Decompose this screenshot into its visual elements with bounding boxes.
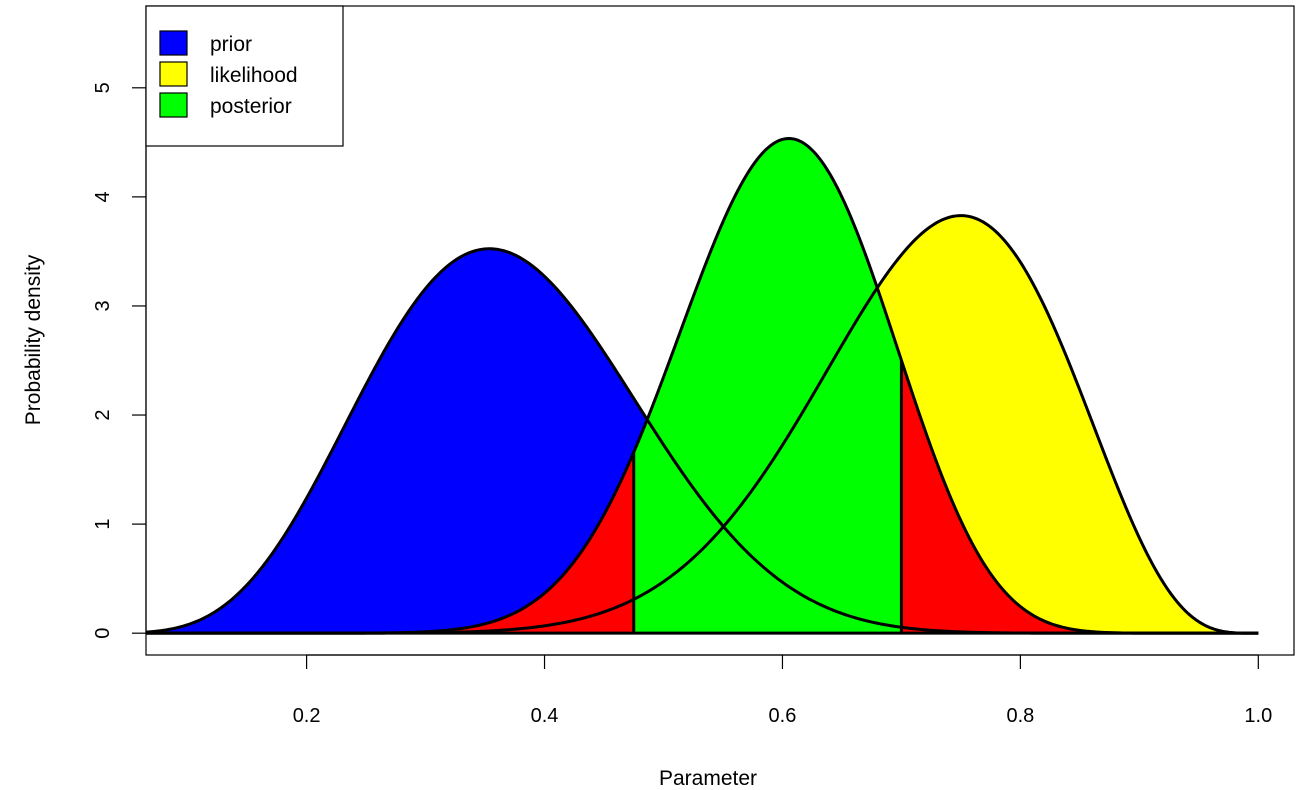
legend-label-posterior: posterior — [210, 95, 292, 118]
x-tick-label: 0.2 — [293, 705, 321, 727]
legend-label-prior: prior — [210, 33, 252, 56]
posterior-credible-region — [633, 138, 902, 634]
y-tick-label: 5 — [92, 82, 114, 93]
legend-swatch-posterior — [159, 92, 188, 118]
x-tick-label: 0.4 — [531, 705, 559, 727]
x-tick-label: 0.8 — [1006, 705, 1034, 727]
prior-area — [146, 248, 1259, 634]
y-tick-label: 2 — [92, 409, 114, 420]
x-tick-label: 1.0 — [1244, 705, 1272, 727]
posterior-lower-tail — [146, 452, 634, 634]
legend-swatch-likelihood — [159, 61, 188, 87]
y-axis-title: Probability density — [22, 254, 45, 425]
likelihood-area — [146, 215, 1259, 634]
y-tick-label: 4 — [92, 191, 114, 202]
y-tick-label: 1 — [92, 519, 114, 530]
legend: prior likelihood posterior — [145, 5, 344, 147]
x-axis-title: Parameter — [659, 767, 757, 790]
x-tick-label: 0.6 — [769, 705, 797, 727]
density-curves — [145, 136, 1259, 635]
posterior-upper-tail — [901, 360, 1259, 634]
legend-swatch-prior — [159, 30, 188, 56]
axes: 0.2 0.4 0.6 0.8 1.0 0 1 2 3 4 5 — [92, 5, 1295, 727]
y-tick-label: 3 — [92, 300, 114, 311]
legend-label-likelihood: likelihood — [210, 64, 298, 87]
y-tick-label: 0 — [92, 628, 114, 639]
density-fills — [146, 138, 1259, 634]
